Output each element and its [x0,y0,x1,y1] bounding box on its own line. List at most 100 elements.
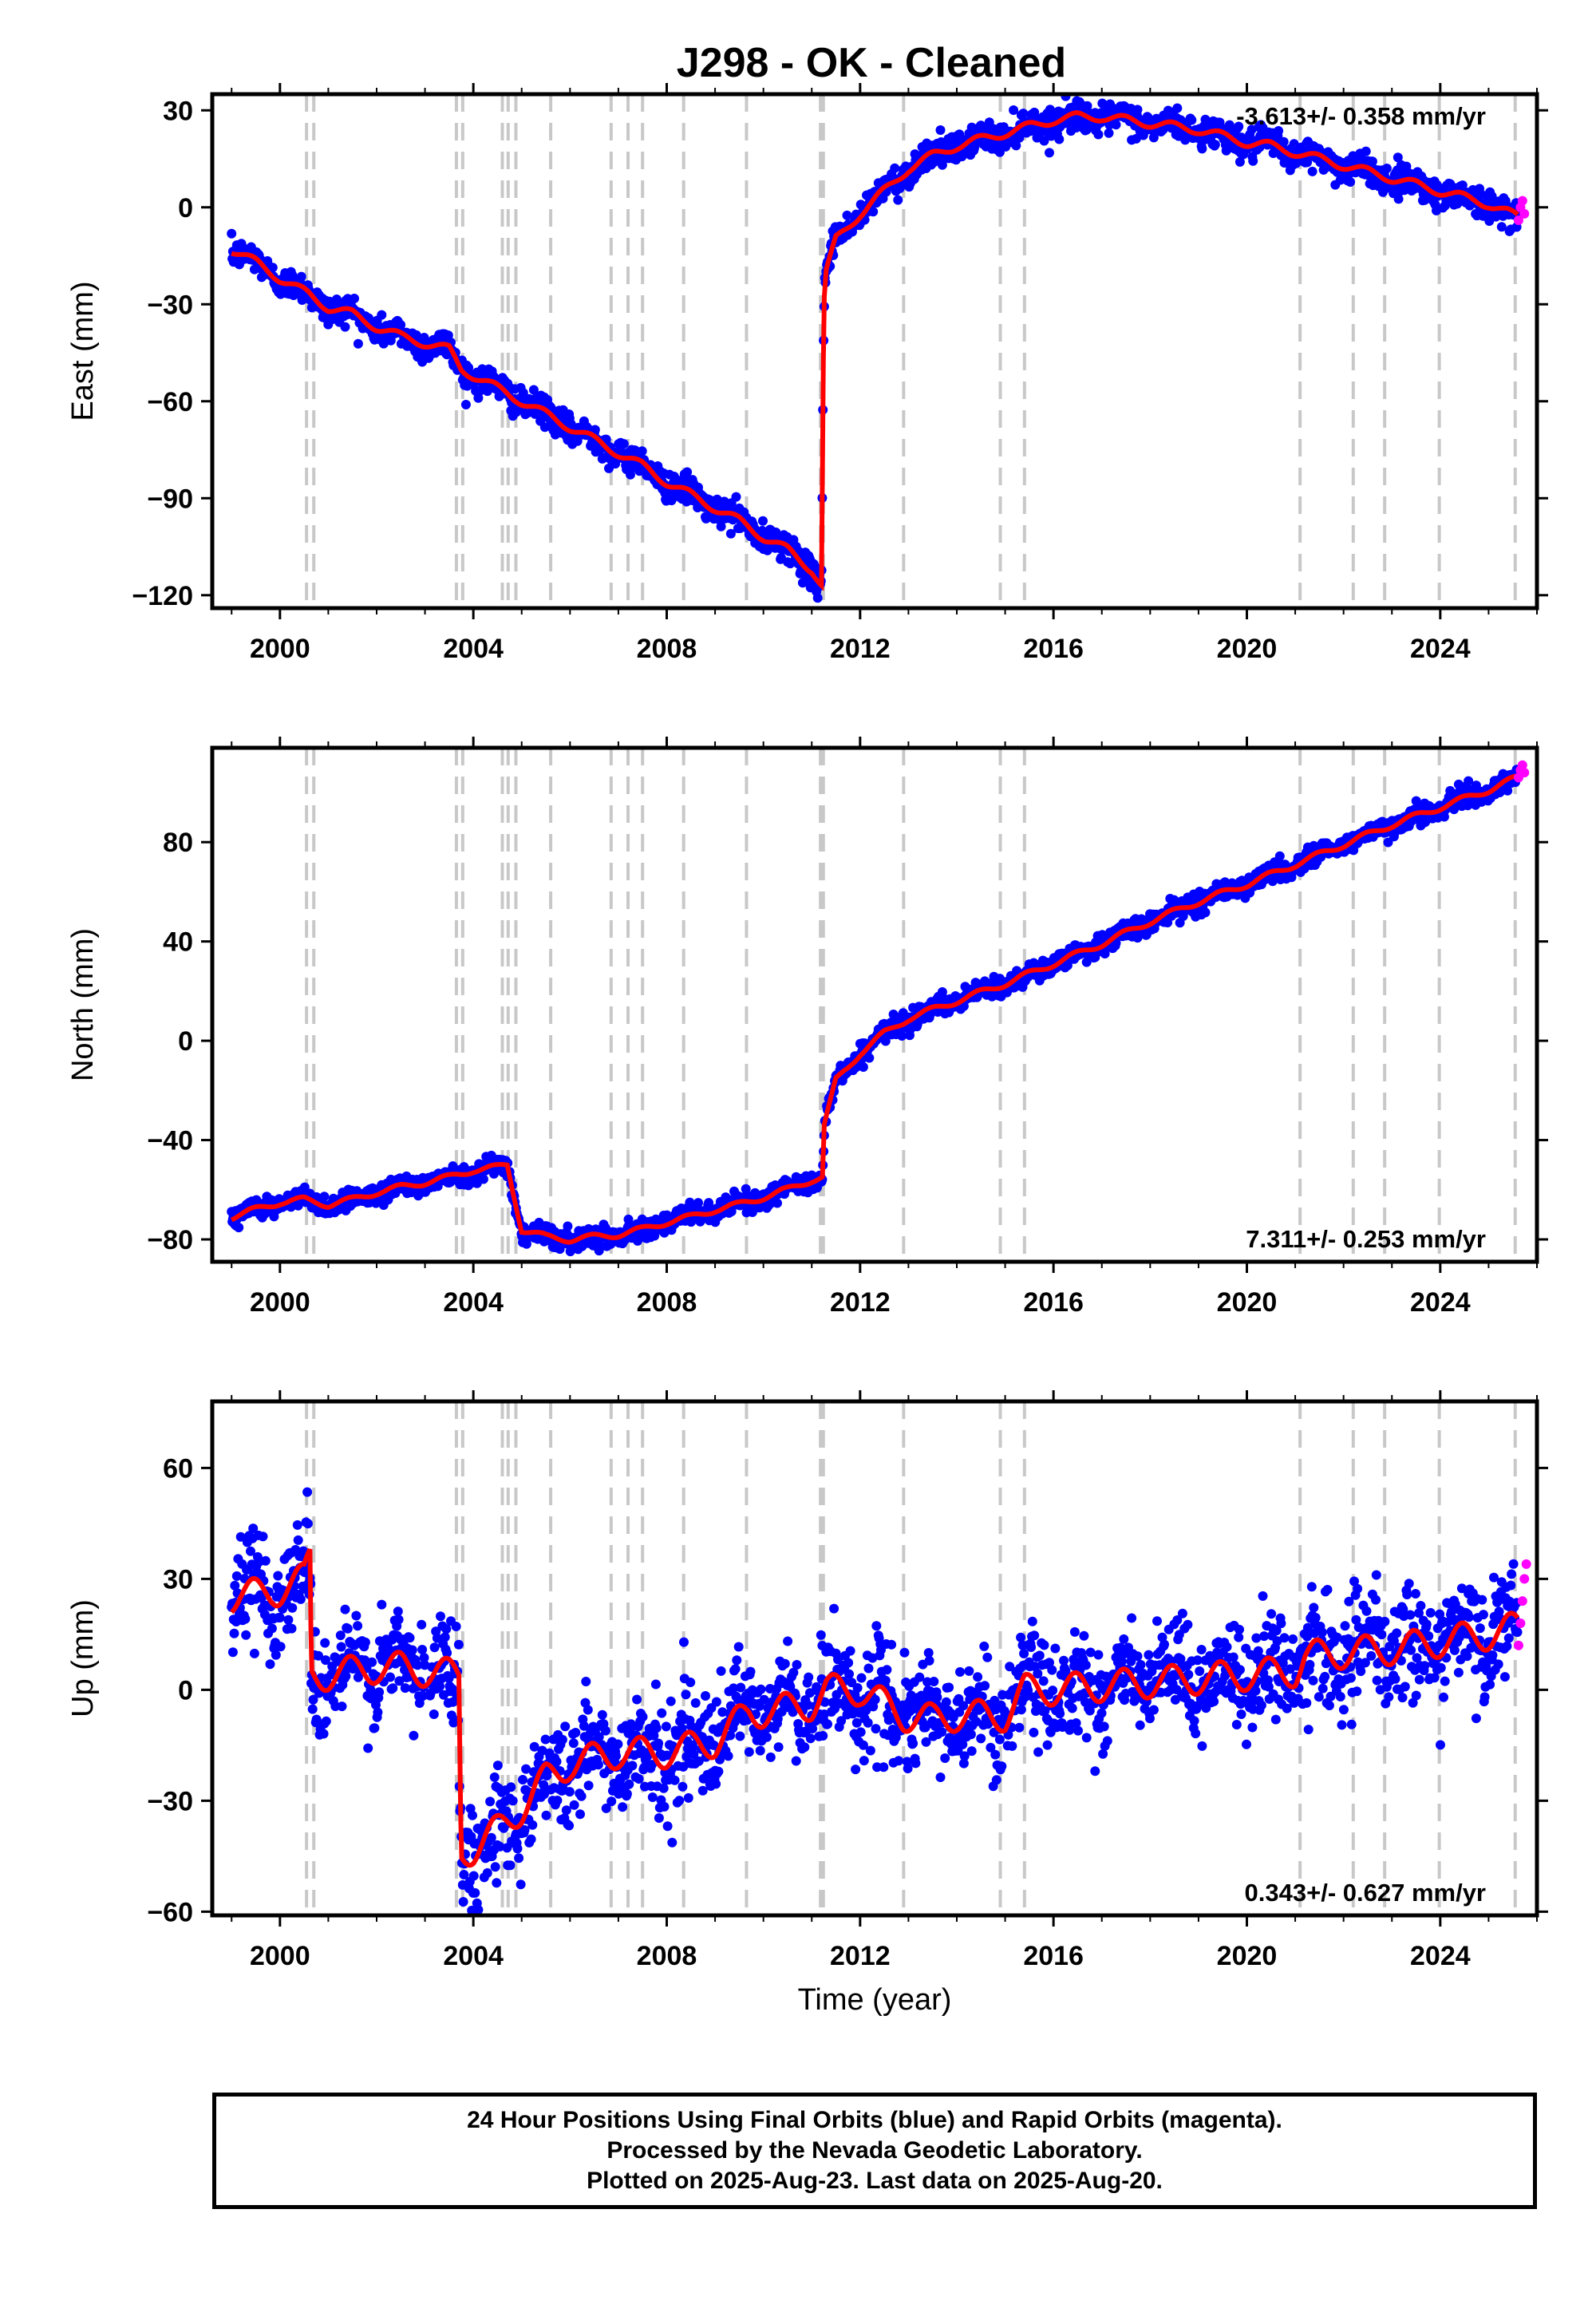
data-point [246,1546,255,1556]
data-point [693,1756,704,1766]
data-point [563,1221,573,1231]
data-point [1464,776,1474,786]
data-point [519,1825,530,1835]
data-point [275,1642,286,1652]
data-point [890,163,900,173]
data-point [730,1664,741,1674]
xtick-label: 2008 [637,1287,697,1318]
data-point [229,1628,239,1638]
data-point [267,263,278,273]
data-point [417,1691,428,1701]
data-point [552,1796,563,1805]
data-point [446,1710,456,1721]
rapid-point [1519,768,1530,778]
data-point [709,1740,719,1750]
data-point [658,1783,669,1793]
data-point [667,1837,678,1848]
data-point [417,1645,428,1654]
data-point [1383,837,1393,848]
ytick-label: 40 [163,927,193,958]
data-point [812,593,823,603]
data-point [864,1053,875,1063]
data-point [505,1860,516,1871]
data-point [618,439,629,449]
rapid-point [1513,215,1523,225]
data-point [464,362,474,373]
data-point [670,1775,680,1785]
data-point [758,516,768,526]
data-point [249,1648,259,1658]
data-point [690,1697,701,1708]
data-point [716,521,726,532]
data-point [337,1701,347,1712]
data-point [659,1801,670,1812]
data-point [606,1796,617,1807]
final-orbit-points [227,1487,1523,1915]
data-point [442,1648,452,1658]
data-point [1014,132,1025,143]
data-point [267,1623,277,1634]
data-point [1457,180,1468,191]
data-point [265,1659,275,1670]
data-point [611,1751,621,1761]
data-point [319,1192,330,1202]
data-point [485,1796,496,1807]
data-point [377,1599,387,1610]
data-point [512,1844,523,1854]
ytick-label: 30 [163,96,193,126]
data-point [1393,194,1404,204]
data-point [682,467,693,477]
data-point [897,1031,907,1041]
data-point [654,1813,664,1823]
data-point [529,1741,539,1752]
data-point [1439,812,1449,822]
plot-frame [210,745,1539,1264]
data-point [388,1683,398,1694]
data-point [597,1709,607,1720]
data-point [489,1772,500,1782]
data-point [1234,121,1244,132]
ylabel: North (mm) [66,928,100,1081]
ytick-label: −80 [147,1225,193,1255]
xtick-label: 2012 [830,634,891,664]
data-point [256,1593,267,1603]
data-point [1476,189,1487,200]
data-point [632,1694,642,1705]
data-point [1307,166,1317,176]
data-point [518,1775,527,1784]
data-point [713,1766,724,1777]
data-point [292,1520,302,1530]
data-point [626,1719,636,1729]
final-orbit-points [227,765,1523,1257]
data-point [662,1750,672,1761]
data-point [286,1623,297,1634]
data-point [482,1867,492,1878]
data-point [1132,105,1143,115]
data-point [495,1841,505,1852]
data-point [393,1614,404,1625]
data-point [260,1555,271,1566]
data-point [568,1738,579,1749]
data-point [571,1728,581,1737]
data-point [661,1721,671,1732]
data-point [1210,140,1220,150]
data-point [1187,115,1197,125]
data-point [492,1761,503,1771]
xtick-label: 2000 [250,1287,310,1318]
data-point [320,1638,330,1648]
data-point [508,1796,518,1806]
data-point [557,1734,567,1745]
data-point [657,1708,667,1718]
data-point [440,1632,450,1642]
data-point [400,1683,410,1694]
ytick-label: −60 [147,387,193,417]
data-point [681,1690,691,1700]
xtick-label: 2020 [1217,1287,1278,1318]
data-point [287,1603,298,1613]
data-point [486,1832,496,1843]
xtick-label: 2012 [830,1287,891,1318]
data-point [560,1721,571,1732]
data-point [230,1580,240,1591]
